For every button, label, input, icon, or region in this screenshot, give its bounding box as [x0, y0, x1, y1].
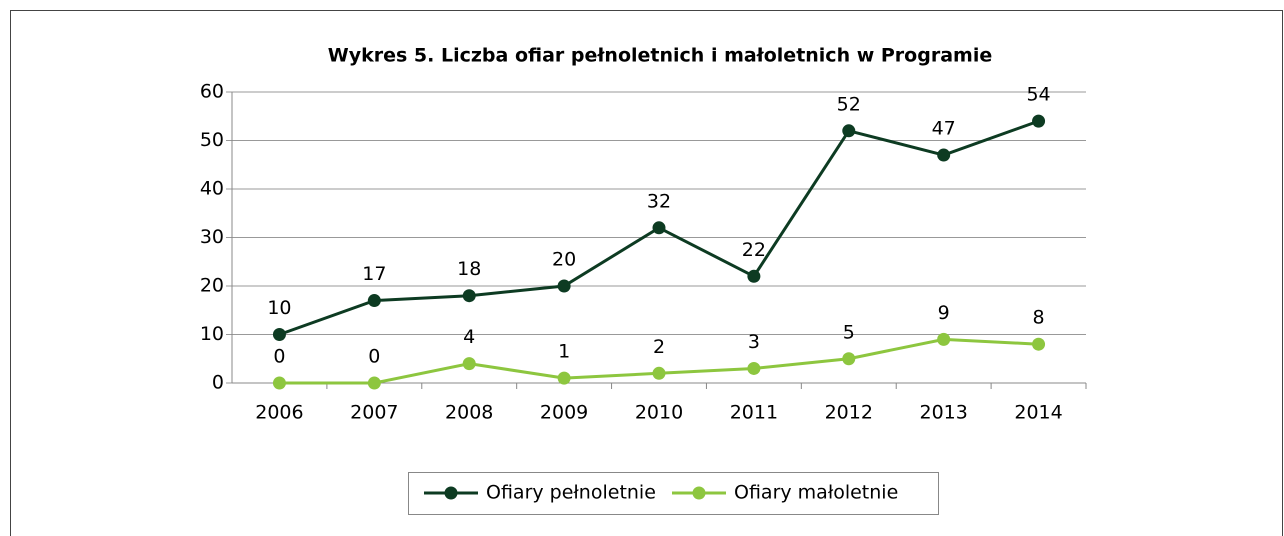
data-label: 5 [843, 321, 855, 343]
chart-title: Wykres 5. Liczba ofiar pełnoletnich i ma… [328, 45, 992, 67]
y-tick-label: 50 [200, 129, 224, 151]
point [652, 366, 666, 380]
data-label: 18 [457, 258, 481, 280]
x-tick-label: 2008 [445, 402, 493, 424]
legend-label: Ofiary małoletnie [734, 482, 898, 504]
point [652, 221, 666, 235]
data-label: 20 [552, 249, 576, 271]
data-label: 8 [1033, 307, 1045, 329]
point [272, 376, 286, 390]
x-tick-label: 2013 [919, 402, 967, 424]
point [747, 269, 761, 283]
x-tick-label: 2014 [1014, 402, 1062, 424]
x-tick-label: 2009 [540, 402, 588, 424]
y-tick-label: 60 [200, 81, 224, 103]
point [842, 352, 856, 366]
point [462, 289, 476, 303]
y-tick-label: 0 [212, 372, 224, 394]
data-label: 3 [748, 331, 760, 353]
point [1032, 337, 1046, 351]
data-label: 4 [463, 326, 475, 348]
legend-swatch-marker [444, 486, 458, 500]
x-tick-label: 2012 [825, 402, 873, 424]
data-label: 0 [273, 346, 285, 368]
point [557, 371, 571, 385]
x-tick-label: 2010 [635, 402, 683, 424]
y-tick-label: 40 [200, 178, 224, 200]
legend-label: Ofiary pełnoletnie [486, 482, 656, 504]
data-label: 1 [558, 341, 570, 363]
point [842, 124, 856, 138]
x-tick-label: 2011 [730, 402, 778, 424]
data-label: 9 [938, 302, 950, 324]
point [367, 294, 381, 308]
data-label: 10 [267, 297, 291, 319]
data-label: 47 [932, 118, 956, 140]
x-tick-label: 2007 [350, 402, 398, 424]
data-label: 52 [837, 93, 861, 115]
y-tick-label: 30 [200, 226, 224, 248]
point [367, 376, 381, 390]
data-label: 17 [362, 263, 386, 285]
point [1032, 114, 1046, 128]
point [937, 148, 951, 162]
point [937, 332, 951, 346]
data-label: 32 [647, 190, 671, 212]
frame [10, 10, 1283, 536]
point [272, 328, 286, 341]
y-tick-label: 20 [200, 275, 224, 297]
data-label: 54 [1026, 84, 1050, 106]
point [747, 361, 761, 375]
point [557, 279, 571, 293]
legend-swatch-marker [692, 486, 706, 500]
data-label: 2 [653, 336, 665, 358]
point [462, 357, 476, 371]
data-label: 22 [742, 239, 766, 261]
data-label: 0 [368, 346, 380, 368]
y-tick-label: 10 [200, 323, 224, 345]
x-tick-label: 2006 [255, 402, 303, 424]
